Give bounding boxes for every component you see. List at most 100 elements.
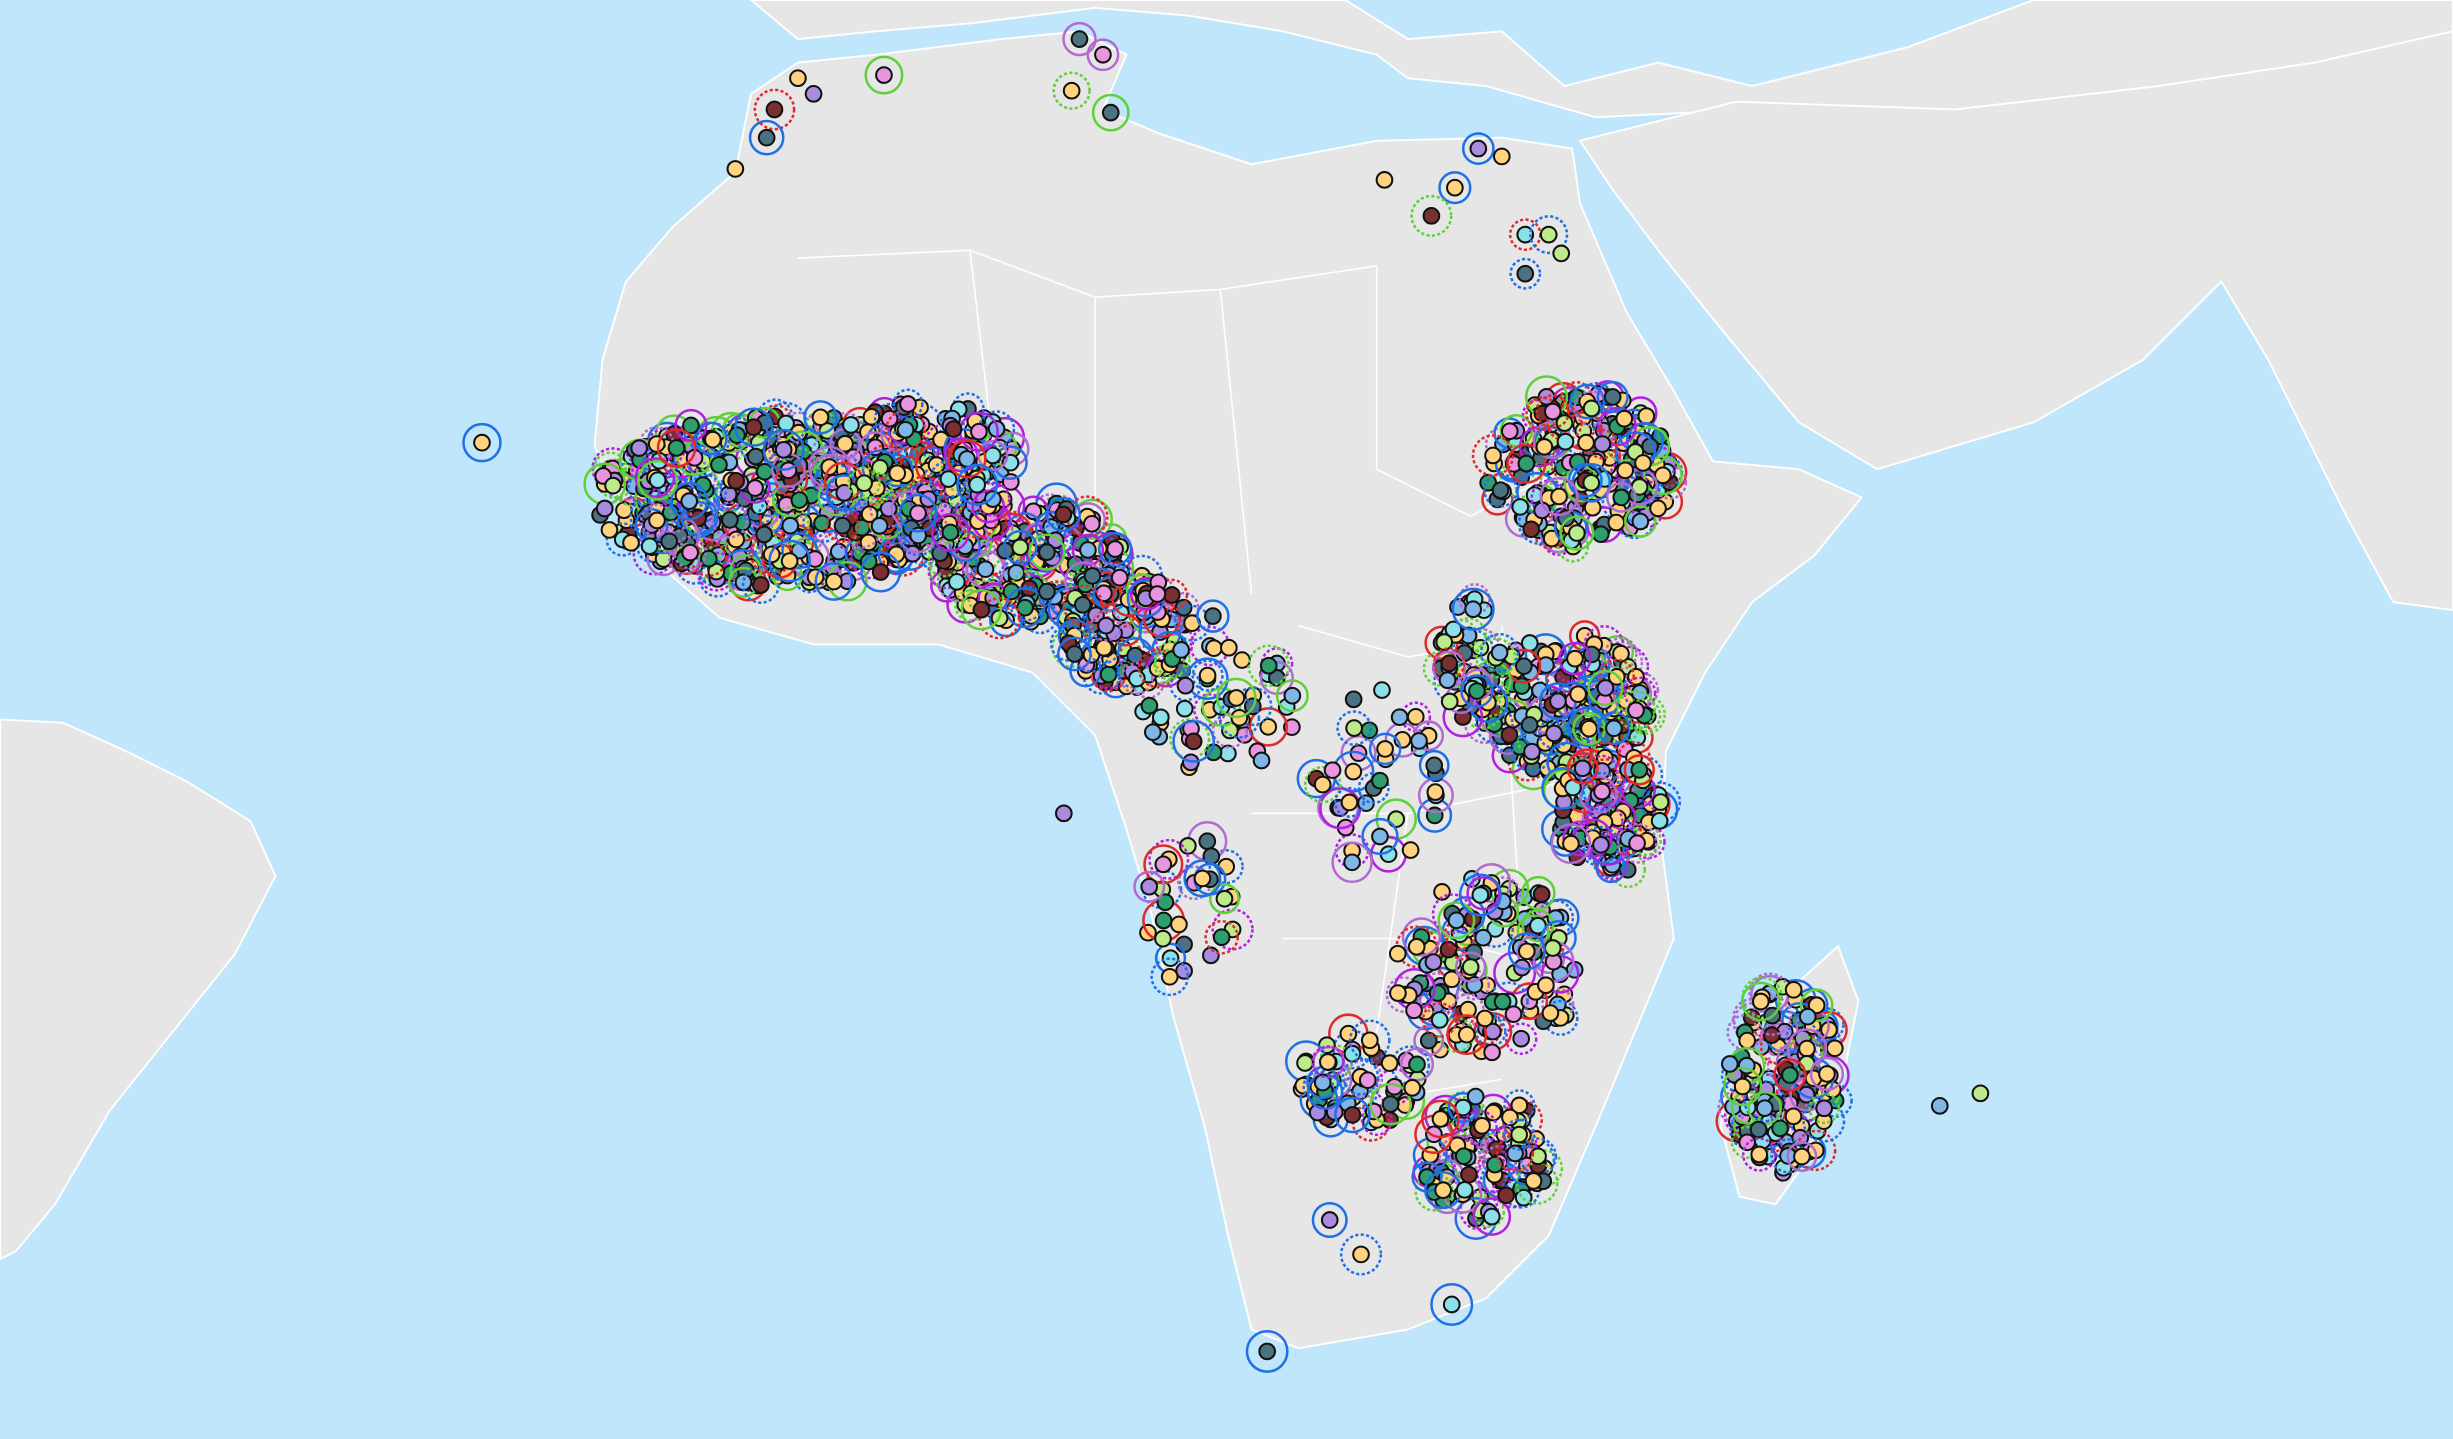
site-dot (790, 491, 809, 509)
site-ring (825, 474, 863, 512)
site-ring (1148, 838, 1190, 880)
site-ring (1360, 1103, 1393, 1136)
site-dot (1062, 81, 1081, 100)
site-ring (1071, 533, 1105, 567)
site-ring (803, 400, 838, 435)
site-dot (1259, 718, 1278, 736)
site-dot (1011, 538, 1030, 557)
site-ring (1572, 711, 1606, 746)
site-dot (727, 530, 745, 549)
site-dot (1577, 433, 1595, 452)
site-dot (1573, 759, 1592, 778)
site-dot (1612, 488, 1631, 507)
site-ring (1336, 710, 1372, 746)
site-dot (1631, 684, 1649, 702)
site-dot (1468, 682, 1486, 700)
site-dot (630, 439, 649, 457)
site-dot (976, 560, 995, 579)
site-ring (753, 88, 796, 131)
site-dot (1486, 1155, 1504, 1174)
site-dot (1476, 1009, 1494, 1028)
site-dot (1172, 641, 1190, 659)
site-ring (1143, 600, 1181, 639)
site-ring (1785, 1020, 1821, 1057)
site-ring (1216, 677, 1257, 719)
site-dot (1438, 671, 1457, 690)
site-dot (1388, 944, 1407, 963)
site-dot (1818, 1065, 1836, 1083)
site-dot (1143, 723, 1162, 742)
site-dot (604, 476, 622, 495)
site-dot (1258, 1342, 1277, 1361)
site-ring (1334, 1096, 1371, 1134)
site-dot (765, 100, 784, 119)
site-ring (670, 481, 709, 521)
site-ring (1002, 529, 1038, 565)
site-ring (1582, 771, 1622, 812)
site-dot (1520, 634, 1539, 652)
site-ring (1303, 765, 1342, 804)
site-ring (1421, 1002, 1458, 1038)
site-dot (1529, 1147, 1547, 1166)
site-dot (1552, 244, 1571, 263)
site-ring (1741, 1137, 1777, 1172)
site-dot (1073, 596, 1092, 614)
site-ring (1275, 679, 1309, 713)
site-ring (933, 471, 972, 509)
site-ring (1097, 531, 1133, 567)
site-dot (1198, 666, 1217, 685)
site-dot (829, 542, 848, 561)
site-ring (1521, 875, 1556, 911)
site-ring (1196, 599, 1230, 633)
site-dot (1784, 1107, 1803, 1126)
site-ring (967, 579, 1004, 617)
site-dot (1591, 525, 1610, 543)
site-ring (1506, 648, 1542, 684)
site-ring (847, 466, 881, 500)
site-ring (1438, 171, 1472, 205)
site-ring (1722, 1066, 1763, 1107)
site-dot (1532, 885, 1551, 904)
site-dot (1605, 719, 1623, 738)
site-dot (1650, 812, 1669, 830)
site-ring (711, 501, 749, 539)
site-dot (1154, 911, 1173, 930)
site-ring (814, 562, 854, 601)
site-dot (1517, 454, 1536, 473)
site-dot (1319, 1053, 1337, 1071)
site-dot (1628, 834, 1646, 853)
site-dot (1389, 984, 1407, 1002)
site-ring (674, 408, 708, 443)
site-dot (1455, 1180, 1474, 1199)
site-ring (1558, 641, 1592, 676)
site-ring (1401, 917, 1442, 957)
site-dot (1070, 30, 1089, 48)
site-dot (983, 490, 1002, 508)
site-dot (1424, 953, 1443, 971)
site-ring (1458, 873, 1502, 917)
site-dot (1205, 639, 1223, 658)
site-dot (1798, 1039, 1816, 1058)
site-dot (600, 521, 619, 539)
site-ring (1444, 1090, 1483, 1130)
site-dot (1371, 771, 1389, 790)
site-ring (1004, 587, 1046, 629)
site-dot (1387, 810, 1406, 828)
site-dot (595, 499, 614, 518)
site-ring (897, 514, 939, 557)
site-ring (1471, 434, 1515, 477)
site-dot (1523, 742, 1541, 761)
site-ring (1150, 957, 1190, 997)
site-dot (1440, 654, 1459, 673)
site-dot (1568, 524, 1586, 542)
site-dot (682, 416, 700, 435)
site-ring (1509, 257, 1542, 290)
site-dot (1634, 454, 1652, 472)
site-dot (842, 416, 860, 434)
site-ring (898, 493, 938, 533)
site-dot (1484, 1103, 1503, 1122)
site-ring (1153, 640, 1191, 678)
site-ring (741, 565, 780, 604)
site-ring (1218, 696, 1261, 739)
